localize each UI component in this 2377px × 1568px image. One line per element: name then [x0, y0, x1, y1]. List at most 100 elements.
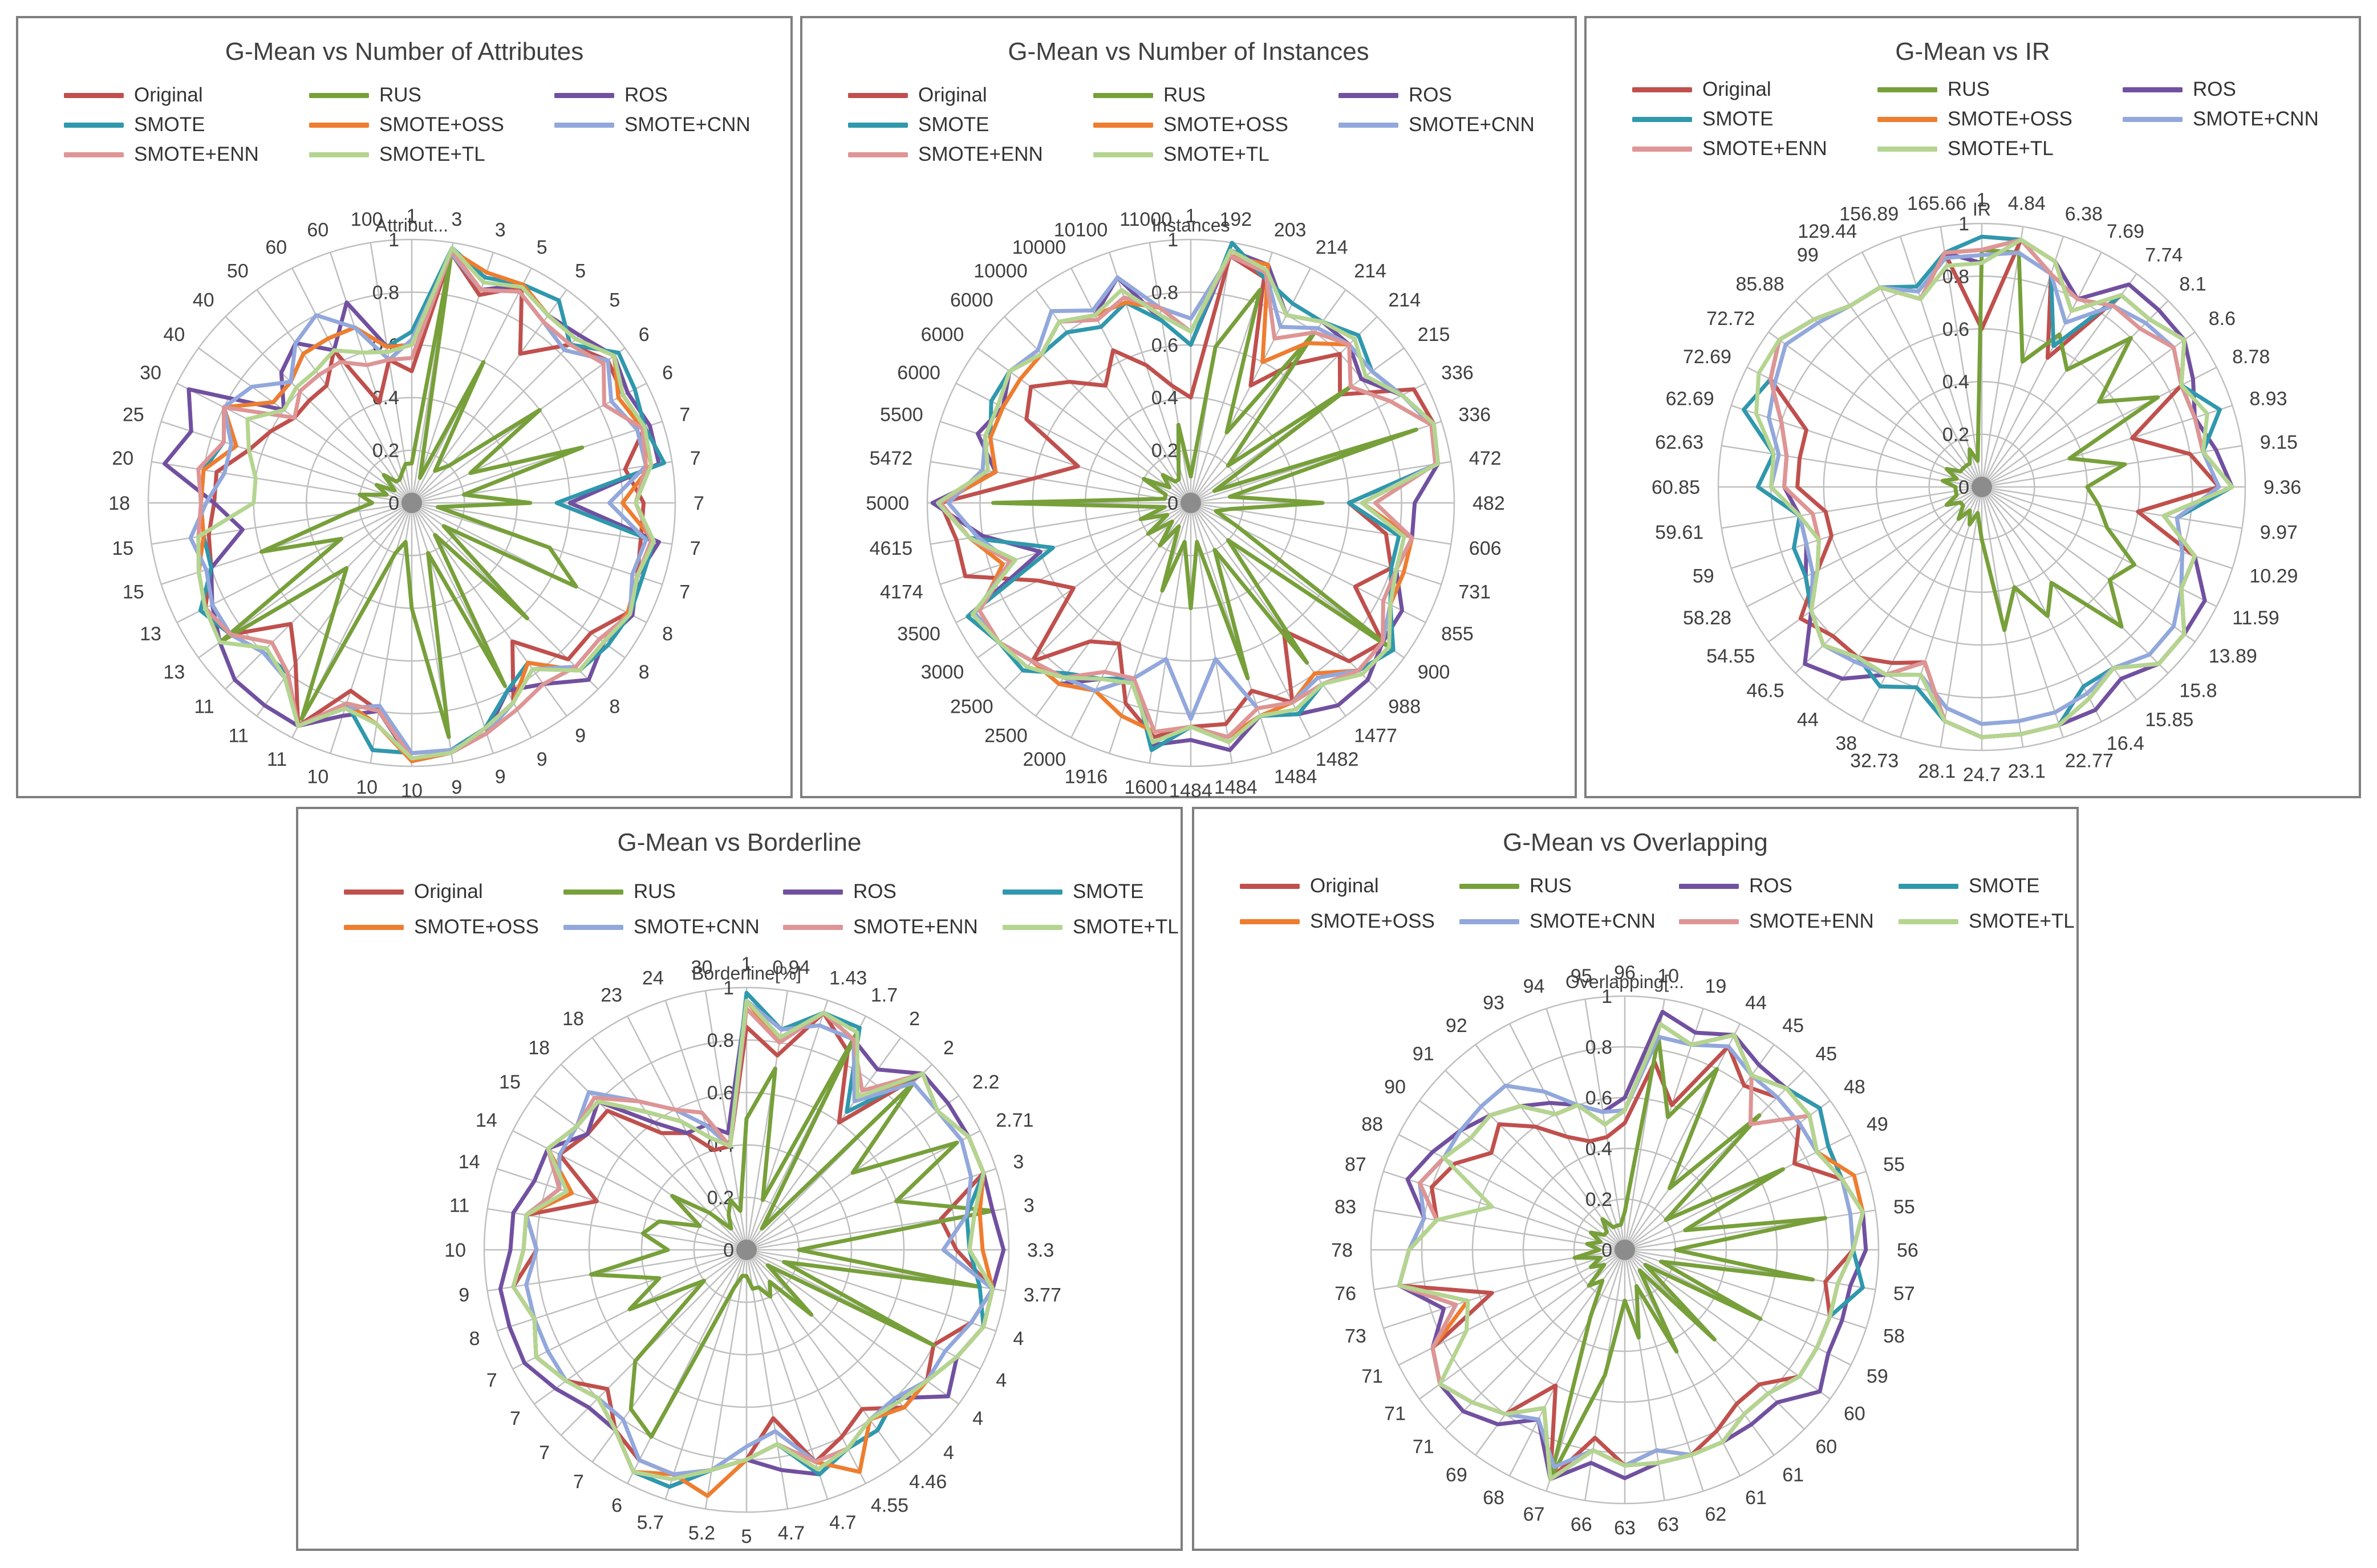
category-label: 203: [1274, 220, 1307, 241]
grid-spoke: [1624, 1249, 1665, 1501]
legend-swatch: [1003, 889, 1062, 895]
category-label: 10: [401, 780, 423, 802]
legend-swatch: [1093, 122, 1153, 128]
category-label: 2: [943, 1037, 954, 1059]
grid-spoke: [256, 289, 413, 503]
legend-item: SMOTE+CNN: [2123, 105, 2319, 133]
category-labels: 0.94 1.431.7222.22.71333.33.7744444.464.5…: [444, 953, 1061, 1547]
legend-label: SMOTE+CNN: [634, 916, 760, 938]
legend-label: ROS: [1749, 875, 1792, 897]
category-label: 7: [573, 1471, 584, 1493]
legend-item: ROS: [1679, 872, 1792, 900]
series-line-smote-enn: [196, 248, 654, 761]
legend-label: RUS: [1948, 78, 1990, 100]
category-label: 85.88: [1736, 274, 1784, 295]
legend-item: Original: [64, 81, 203, 109]
category-label: 60: [1815, 1436, 1837, 1457]
series-line-rus: [1941, 247, 2160, 632]
legend-item: RUS: [563, 878, 676, 906]
category-label: 156.89: [1839, 204, 1899, 225]
category-label: 59: [1867, 1366, 1888, 1387]
category-label: 214: [1354, 260, 1386, 282]
category-label: 23: [601, 985, 622, 1006]
series-line-smote-tl: [936, 248, 1440, 745]
series-line-smote-tl: [1397, 1022, 1865, 1481]
category-label: 2000: [1023, 749, 1066, 770]
grid-spoke: [627, 1249, 748, 1484]
legend-item: SMOTE+TL: [1877, 135, 2054, 163]
category-label: 10000: [973, 260, 1028, 282]
category-label: 15: [123, 582, 144, 603]
grid-spoke: [1374, 1209, 1625, 1251]
grid-spoke: [1004, 316, 1191, 503]
category-label: 57: [1893, 1283, 1915, 1305]
series-line-original: [1397, 1044, 1865, 1481]
category-label: 5: [575, 260, 586, 282]
category-label: 8: [662, 623, 673, 645]
category-label: 73: [1345, 1325, 1366, 1347]
category-labels: 3 355566777778889999101010111111131315151…: [108, 205, 704, 802]
series-line-rus: [991, 288, 1418, 681]
category-label: 3: [1024, 1195, 1035, 1216]
tick-label: 0: [723, 1240, 734, 1261]
legend-label: Original: [1702, 78, 1771, 100]
category-label: 93: [1483, 992, 1504, 1014]
grid-spoke: [1768, 486, 1982, 643]
category-label: 30: [140, 362, 161, 384]
legend-swatch: [783, 924, 843, 930]
category-label: 25: [123, 404, 144, 425]
category-label: 988: [1388, 696, 1421, 717]
category-label: 96: [1614, 962, 1636, 984]
legend-item: SMOTE+OSS: [1093, 111, 1288, 139]
category-label: 11: [228, 725, 248, 747]
category-label: 7: [539, 1442, 550, 1464]
legend-swatch: [1877, 116, 1937, 122]
legend-label: SMOTE: [134, 113, 205, 136]
legend-item: SMOTE+OSS: [1877, 105, 2072, 133]
grid-spoke: [1981, 251, 2102, 488]
category-label: 18: [562, 1008, 584, 1030]
category-label: 56: [1897, 1240, 1918, 1261]
grid-spoke: [1624, 1249, 1741, 1477]
category-label: 5.2: [688, 1522, 715, 1544]
legend-label: Original: [134, 84, 203, 106]
series-line-ros: [1768, 238, 2234, 740]
legend-label: SMOTE+ENN: [918, 143, 1043, 165]
legend-label: SMOTE+TL: [1073, 916, 1179, 938]
legend-swatch: [344, 889, 404, 895]
category-label: 60.85: [1652, 477, 1700, 498]
category-label: 1.43: [829, 968, 867, 989]
tick-label: 1: [1167, 229, 1178, 251]
legend-item: SMOTE+OSS: [344, 913, 539, 941]
legend-item: Original: [1240, 872, 1379, 900]
category-label: 8.1: [2179, 274, 2206, 295]
category-label: 10: [307, 766, 328, 787]
legend-swatch: [1877, 146, 1937, 152]
legend-label: ROS: [624, 84, 668, 106]
category-label: 62.63: [1655, 432, 1703, 453]
chart-panel-instances: G-Mean vs Number of Instances Original RU…: [800, 16, 1577, 802]
category-label: 7.74: [2145, 244, 2183, 266]
legend-swatch: [1632, 87, 1692, 92]
category-label: 59: [1693, 566, 1714, 587]
legend-label: SMOTE+TL: [1969, 910, 2075, 932]
grid-spoke: [411, 502, 647, 623]
category-label: 63: [1614, 1517, 1636, 1539]
legend-item: ROS: [554, 81, 668, 109]
tick-label: 0.8: [1585, 1037, 1612, 1058]
legend-label: Original: [1310, 875, 1379, 897]
grid-spoke: [1624, 1134, 1852, 1251]
category-label: 13: [163, 661, 185, 683]
grid-spoke: [1981, 300, 2169, 488]
tick-label: 0.6: [1942, 319, 1969, 340]
category-label: 45: [1782, 1015, 1804, 1037]
category-label: 4.84: [2008, 193, 2046, 214]
grid-spoke: [1746, 486, 1982, 607]
grid-spoke: [1721, 486, 1982, 529]
legend-item: Original: [848, 81, 987, 109]
grid-spoke: [746, 1168, 996, 1251]
category-label: 2500: [950, 696, 993, 717]
grid-spoke: [1383, 1249, 1625, 1329]
grid-spoke: [745, 990, 789, 1250]
